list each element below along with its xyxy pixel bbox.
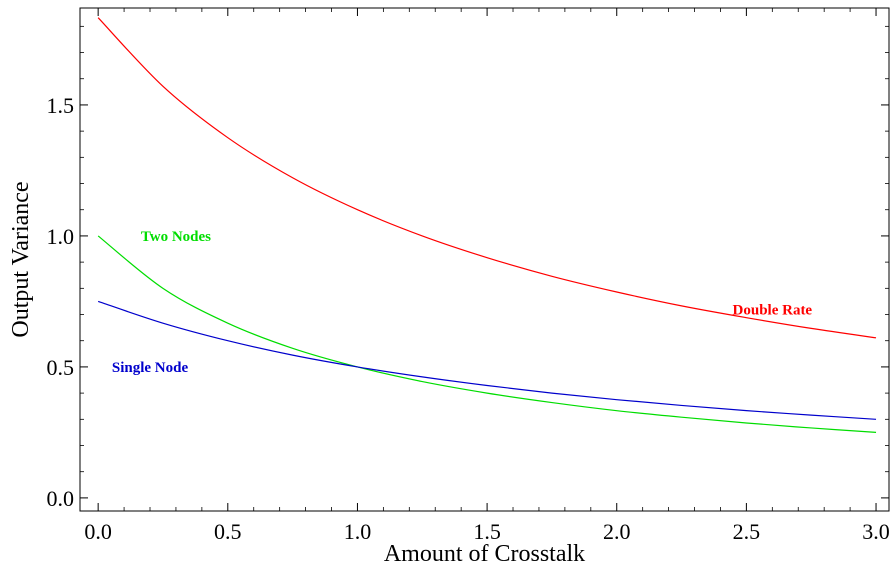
- series-label-single-node: Single Node: [112, 360, 189, 376]
- x-tick-label: 2.0: [603, 519, 631, 544]
- axis-ticks: 0.0 0.5 1.0 1.5 2.0 2.5 3.0 0.0 0.5 1.0 1.5: [47, 8, 890, 544]
- y-tick-label: 0.5: [47, 355, 75, 380]
- x-tick-label: 2.5: [733, 519, 761, 544]
- y-tick-label: 1.5: [47, 93, 75, 118]
- x-tick-label: 1.0: [344, 519, 372, 544]
- y-tick-label: 0.0: [47, 486, 75, 511]
- plot-frame: [79, 7, 890, 512]
- series-lines: [97, 17, 877, 434]
- series-line-single-node: [97, 300, 877, 420]
- series-label-double-rate: Double Rate: [733, 302, 813, 318]
- series-label-two-nodes: Two Nodes: [141, 229, 211, 245]
- x-tick-label: 1.5: [473, 519, 501, 544]
- y-tick-label: 1.0: [47, 224, 75, 249]
- y-axis-title: Output Variance: [8, 181, 34, 337]
- x-axis-title: Amount of Crosstalk: [384, 541, 585, 567]
- x-tick-label: 3.0: [862, 519, 890, 544]
- series-line-double-rate: [97, 17, 877, 339]
- x-tick-label: 0.0: [84, 519, 112, 544]
- series-labels: Double Rate Two Nodes Single Node: [112, 229, 813, 376]
- series-line-two-nodes: [97, 235, 877, 434]
- x-tick-label: 0.5: [214, 519, 242, 544]
